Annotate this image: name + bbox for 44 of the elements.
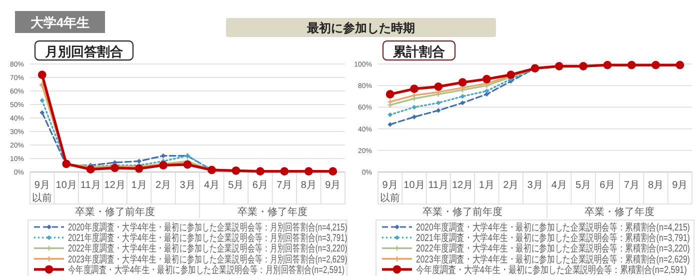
x-tick-label: 7月	[624, 180, 640, 191]
chart-title: 累計割合	[392, 44, 445, 59]
legend-label: 2022年度調査・大学4年生・最初に参加した企業説明会等：累積割合(n=3,220)	[416, 242, 690, 254]
x-tick-label: 1月	[478, 180, 494, 191]
text: 最初に参加した時期	[306, 21, 415, 35]
x-tick-label: 12月	[452, 180, 474, 191]
legend-label: 今年度調査・大学4年生・最初に参加した企業説明会等：月別回答割合(n=2,591)	[68, 264, 345, 276]
x-tick-label: 6月	[600, 180, 616, 191]
x-tick-label: 4月	[551, 180, 567, 191]
legend-label: 2022年度調査・大学4年生・最初に参加した企業説明会等：月別回答割合(n=3,220)	[68, 242, 348, 254]
legend-label: 2020年度調査・大学4年生・最初に参加した企業説明会等：月別回答割合(n=4,215)	[68, 221, 348, 233]
x-tick-label: 9月以前	[380, 180, 400, 204]
chart-title: 月別回答割合	[44, 44, 123, 59]
legend-label: 今年度調査・大学4年生・最初に参加した企業説明会等：累積割合(n=2,591)	[416, 264, 687, 276]
x-tick-label: 5月	[576, 180, 592, 191]
x-tick-label: 4月	[204, 180, 220, 191]
legend-label: 2021年度調査・大学4年生・最初に参加した企業説明会等：累積割合(n=3,791)	[416, 232, 690, 244]
x-tick-label: 10月	[404, 180, 425, 191]
x-tick-label: 9月以前	[32, 180, 52, 204]
x-tick-label: 8月	[648, 180, 664, 191]
x-tick-label: 2月	[155, 180, 172, 191]
x-tick-label: 10月	[56, 180, 77, 191]
text: 卒業・修了前年度	[74, 206, 155, 218]
text: 卒業・修了年度	[584, 206, 655, 218]
x-tick-label: 9月	[325, 180, 341, 191]
x-tick-label: 5月	[228, 180, 244, 191]
legend-label: 2020年度調査・大学4年生・最初に参加した企業説明会等：累積割合(n=4,215)	[416, 222, 690, 233]
x-tick-label: 12月	[104, 180, 126, 191]
x-tick-label: 3月	[180, 180, 196, 191]
x-tick-label: 8月	[300, 180, 316, 191]
x-tick-label: 11月	[428, 180, 449, 191]
x-tick-label: 7月	[276, 180, 292, 191]
text: 卒業・修了年度	[237, 206, 308, 218]
x-tick-label: 1月	[131, 180, 147, 191]
text: 大学4年生	[30, 15, 90, 30]
x-tick-label: 11月	[80, 180, 101, 191]
x-tick-label: 9月	[672, 180, 688, 191]
legend-label: 2023年度調査・大学4年生・最初に参加した企業説明会等：累積割合(n=2,629)	[416, 253, 690, 265]
x-tick-label: 2月	[503, 180, 519, 191]
legend-label: 2021年度調査・大学4年生・最初に参加した企業説明会等：月別回答割合(n=3,791)	[68, 232, 348, 244]
x-tick-label: 6月	[252, 180, 268, 191]
text: 卒業・修了前年度	[422, 206, 503, 218]
x-tick-label: 3月	[527, 180, 543, 191]
legend-label: 2023年度調査・大学4年生・最初に参加した企業説明会等：月別回答割合(n=2,629)	[68, 253, 348, 265]
